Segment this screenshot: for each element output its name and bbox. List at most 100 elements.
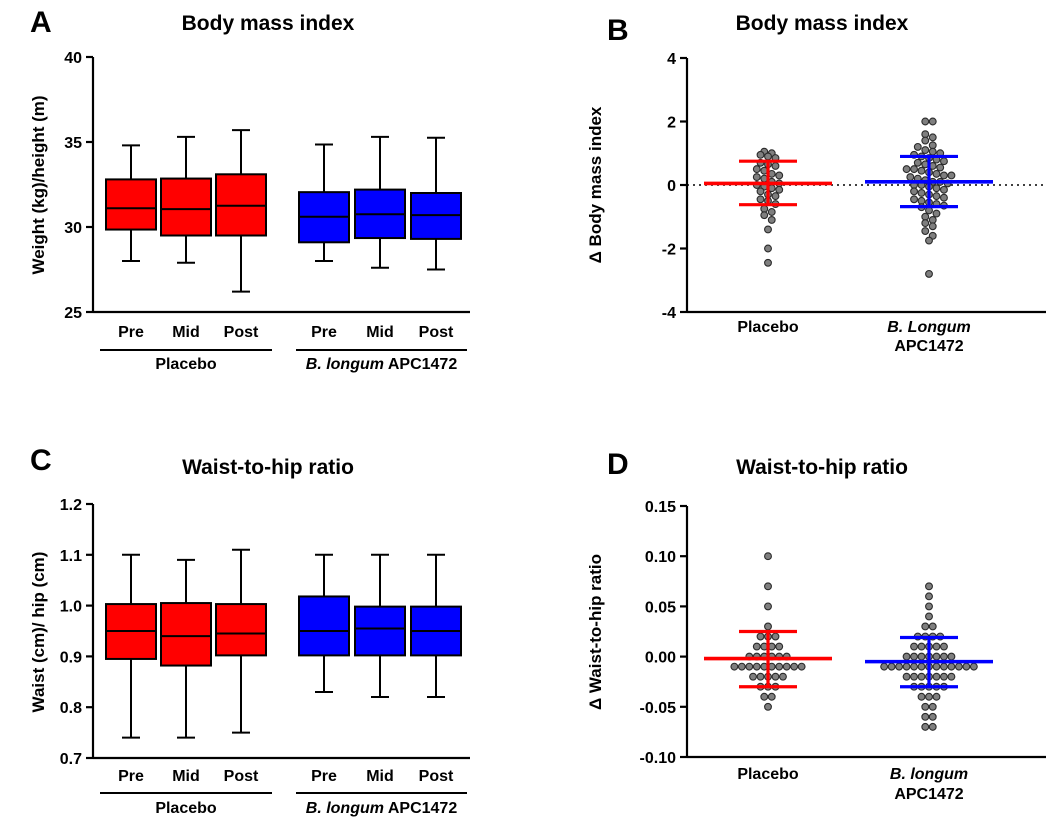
data-point	[925, 269, 933, 278]
data-point	[782, 662, 791, 671]
x-category-label: Placebo	[737, 766, 799, 783]
data-point	[790, 662, 799, 671]
data-point	[902, 662, 911, 671]
data-point	[913, 158, 922, 167]
data-point	[756, 187, 765, 196]
data-point	[921, 117, 930, 126]
data-point	[928, 141, 937, 150]
panel-d: -0.10 -0.05 0.00 0.05 0.10 0.15 Δ Waist-to-hip…	[586, 448, 1046, 803]
x-category-label: Post	[224, 768, 259, 785]
data-point	[771, 162, 780, 170]
x-category-label-line2: APC1472	[894, 786, 963, 803]
data-point	[925, 602, 933, 611]
data-point	[925, 582, 933, 591]
y-tick-label: 0.10	[645, 549, 676, 566]
data-point	[917, 188, 926, 197]
data-point	[921, 212, 930, 221]
data-point	[932, 209, 941, 218]
data-point	[921, 130, 930, 139]
x-category-label: Pre	[118, 324, 144, 341]
data-point	[910, 195, 918, 204]
panel-letter: B	[607, 14, 629, 47]
y-tick-label: 2	[667, 115, 676, 132]
data-point	[939, 185, 948, 194]
x-category-label: B. longum	[890, 766, 968, 783]
box-iqr	[298, 595, 350, 657]
data-point	[895, 662, 904, 671]
data-point	[928, 702, 937, 711]
data-point	[928, 622, 937, 631]
box-iqr	[160, 177, 212, 237]
x-category-label-line2: APC1472	[894, 338, 963, 355]
data-point	[771, 192, 780, 201]
data-point	[910, 662, 918, 671]
data-point	[756, 150, 765, 159]
data-point	[764, 622, 772, 631]
data-point	[764, 552, 772, 561]
data-point	[902, 652, 911, 661]
data-point	[764, 225, 772, 234]
data-point	[932, 652, 941, 661]
data-point	[778, 672, 787, 681]
data-point	[939, 642, 948, 651]
panel-a: 25 30 35 40 Weight (kg)/height (m) A Body mass…	[29, 6, 470, 373]
data-point	[910, 642, 918, 651]
data-point	[902, 165, 911, 174]
x-category-label: Post	[419, 324, 454, 341]
data-point	[767, 692, 776, 701]
group-label-italic: B. longum	[306, 800, 384, 817]
group-label-text: Placebo	[155, 800, 217, 817]
data-point	[745, 662, 754, 671]
data-point	[752, 165, 761, 174]
y-tick-label: 25	[64, 305, 82, 322]
data-point	[939, 157, 948, 166]
panel-title: Waist-to-hip ratio	[736, 456, 908, 479]
data-point	[910, 652, 918, 661]
data-point	[939, 672, 948, 681]
data-point	[764, 152, 772, 161]
panel-letter: A	[30, 6, 52, 39]
data-point	[902, 672, 911, 681]
data-point	[917, 652, 926, 661]
data-point	[925, 592, 933, 601]
data-point	[756, 195, 765, 204]
y-tick-label: 1.0	[60, 599, 82, 616]
data-point	[932, 184, 941, 193]
y-tick-label: 4	[667, 51, 676, 68]
data-point	[939, 171, 948, 180]
data-point	[917, 642, 926, 651]
data-point	[775, 642, 784, 651]
data-point	[756, 672, 765, 681]
data-point	[910, 672, 918, 681]
data-point	[767, 215, 776, 224]
group-label-text: Placebo	[155, 356, 217, 373]
data-point	[764, 258, 772, 267]
panel-letter: C	[30, 444, 52, 477]
data-point	[910, 187, 918, 196]
y-tick-label: 0.00	[645, 650, 676, 667]
data-point	[969, 662, 978, 671]
x-category-label: Mid	[172, 324, 200, 341]
data-point	[797, 662, 806, 671]
data-point	[921, 146, 930, 155]
data-point	[932, 169, 941, 178]
data-point	[921, 712, 930, 721]
y-tick-label: 0	[667, 178, 676, 195]
y-tick-label: 1.2	[60, 497, 82, 514]
group-label-text: APC1472	[384, 800, 457, 817]
y-axis-label: Weight (kg)/height (m)	[29, 95, 48, 274]
panel-title: Body mass index	[182, 12, 355, 35]
box-iqr	[105, 178, 157, 231]
x-category-label: Post	[224, 324, 259, 341]
data-point	[921, 227, 930, 235]
data-point	[932, 192, 941, 201]
data-point	[939, 652, 948, 661]
x-category-label: Pre	[311, 768, 337, 785]
data-point	[925, 236, 933, 245]
data-point	[925, 692, 933, 701]
group-label: B. longum APC1472	[306, 356, 458, 373]
data-point	[764, 244, 772, 253]
data-point	[936, 163, 945, 172]
x-category-label: Mid	[366, 324, 394, 341]
data-point	[947, 171, 956, 180]
